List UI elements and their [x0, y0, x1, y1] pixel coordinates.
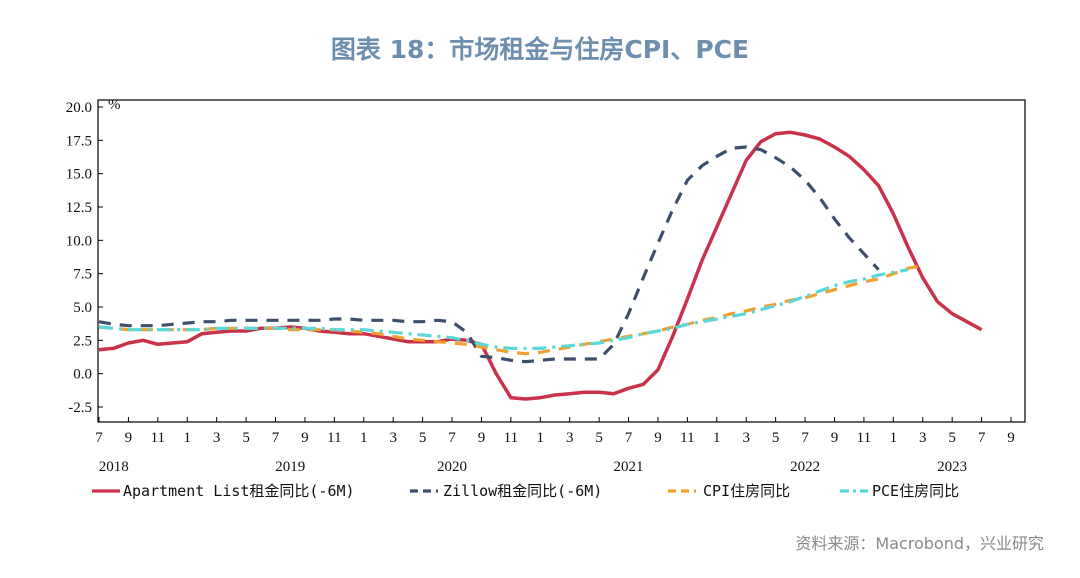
x-tick-label: 1: [184, 430, 192, 446]
y-tick-label: 10.0: [66, 233, 92, 249]
legend-label-3: CPI住房同比: [703, 482, 790, 500]
x-tick-label: 5: [772, 430, 780, 446]
plot-frame: [97, 99, 1026, 423]
x-tick-label: 3: [213, 430, 221, 446]
year-label: 2020: [437, 459, 467, 475]
x-tick-label: 9: [831, 430, 839, 446]
x-tick-label: 5: [948, 430, 956, 446]
y-tick-label: 17.5: [66, 133, 92, 149]
x-tick-label: 9: [125, 430, 133, 446]
x-tick-label: 3: [566, 430, 574, 446]
x-tick-label: 11: [151, 430, 165, 446]
x-tick-label: 1: [537, 430, 545, 446]
x-tick-label: 11: [504, 430, 518, 446]
chart-legend: Apartment List租金同比(-6M) Zillow租金同比(-6M) CP…: [92, 482, 959, 500]
year-label: 2023: [937, 459, 967, 475]
x-tick-label: 3: [389, 430, 397, 446]
y-axis-label: %: [108, 97, 121, 113]
y-tick-label: 7.5: [73, 267, 92, 283]
y-tick-label: 15.0: [66, 167, 92, 183]
x-tick-label: 7: [625, 430, 633, 446]
chart-title: 图表 18：市场租金与住房CPI、PCE: [330, 35, 750, 64]
legend-label-2: Zillow租金同比(-6M): [443, 482, 602, 500]
y-tick-label: 0.0: [73, 367, 92, 383]
chart-axes: 20.0 17.5 15.0 12.5 10.0 7.5 5.0 2.5 0.0 -2.5% 7 9 1…: [66, 97, 1026, 475]
y-tick-label: 5.0: [73, 300, 92, 316]
year-label: 2022: [790, 459, 820, 475]
x-tick-label: 7: [978, 430, 986, 446]
x-tick-label: 7: [801, 430, 809, 446]
legend-label-4: PCE住房同比: [872, 482, 959, 500]
x-tick-label: 5: [242, 430, 250, 446]
x-tick-label: 1: [360, 430, 368, 446]
source-note: 资料来源：Macrobond，兴业研究: [795, 534, 1044, 553]
x-tick-label: 9: [1007, 430, 1015, 446]
year-label: 2018: [99, 459, 129, 475]
y-tick-label: -2.5: [68, 400, 92, 416]
x-tick-label: 1: [713, 430, 721, 446]
series-line-4: [98, 268, 909, 350]
x-tick-label: 11: [327, 430, 341, 446]
x-tick-label: 1: [890, 430, 898, 446]
x-tick-label: 3: [742, 430, 750, 446]
x-tick-label: 11: [680, 430, 694, 446]
x-tick-label: 7: [272, 430, 280, 446]
y-tick-label: 20.0: [66, 100, 92, 116]
y-tick-label: 12.5: [66, 200, 92, 216]
x-tick-label: 9: [478, 430, 486, 446]
chart: 20.0 17.5 15.0 12.5 10.0 7.5 5.0 2.5 0.0 -2.5% 7 9 1…: [66, 97, 1026, 500]
x-tick-label: 9: [301, 430, 309, 446]
series-line-3: [98, 264, 923, 356]
series-line-1: [98, 130, 983, 401]
x-tick-label: 5: [419, 430, 427, 446]
x-tick-label: 11: [857, 430, 871, 446]
year-label: 2021: [614, 459, 644, 475]
x-tick-label: 7: [448, 430, 456, 446]
legend-label-1: Apartment List租金同比(-6M): [123, 482, 355, 500]
x-tick-label: 3: [919, 430, 927, 446]
x-tick-label: 5: [595, 430, 603, 446]
series-line-2: [98, 145, 880, 364]
x-tick-label: 7: [95, 430, 103, 446]
y-tick-label: 2.5: [73, 333, 92, 349]
chart-series: [98, 130, 983, 401]
year-label: 2019: [275, 459, 305, 475]
x-tick-label: 9: [654, 430, 662, 446]
